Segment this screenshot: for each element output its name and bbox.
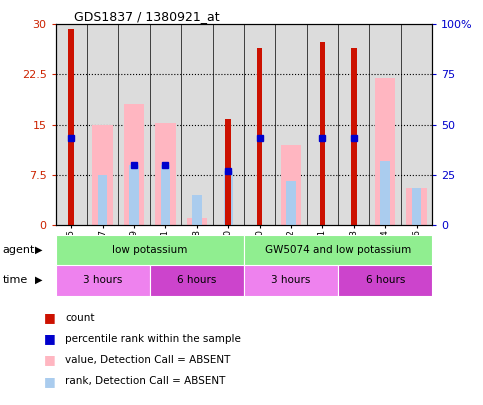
Bar bbox=[406, 188, 427, 225]
Bar bbox=[129, 164, 139, 225]
Bar bbox=[244, 235, 432, 265]
Bar bbox=[161, 164, 170, 225]
Bar bbox=[124, 104, 144, 225]
Bar bbox=[226, 119, 231, 225]
Text: 3 hours: 3 hours bbox=[83, 275, 122, 286]
Text: GW5074 and low potassium: GW5074 and low potassium bbox=[265, 245, 411, 255]
Bar bbox=[320, 42, 325, 225]
Text: ▶: ▶ bbox=[35, 245, 43, 255]
Text: agent: agent bbox=[2, 245, 35, 255]
Text: ▶: ▶ bbox=[35, 275, 43, 285]
Bar bbox=[412, 188, 421, 225]
Text: ■: ■ bbox=[43, 311, 55, 324]
Bar bbox=[286, 181, 296, 225]
Text: 3 hours: 3 hours bbox=[271, 275, 311, 286]
Text: ■: ■ bbox=[43, 333, 55, 345]
Bar bbox=[224, 171, 233, 225]
Bar bbox=[375, 78, 396, 225]
Bar bbox=[150, 265, 244, 296]
Bar bbox=[281, 145, 301, 225]
Bar bbox=[186, 218, 207, 225]
Bar bbox=[56, 235, 244, 265]
Bar bbox=[92, 125, 113, 225]
Text: ■: ■ bbox=[43, 354, 55, 367]
Bar bbox=[155, 123, 176, 225]
Text: 6 hours: 6 hours bbox=[177, 275, 216, 286]
Bar bbox=[98, 175, 107, 225]
Bar bbox=[381, 161, 390, 225]
Text: rank, Detection Call = ABSENT: rank, Detection Call = ABSENT bbox=[65, 376, 226, 386]
Bar bbox=[351, 48, 356, 225]
Text: GDS1837 / 1380921_at: GDS1837 / 1380921_at bbox=[74, 10, 220, 23]
Bar bbox=[257, 48, 262, 225]
Text: value, Detection Call = ABSENT: value, Detection Call = ABSENT bbox=[65, 355, 230, 365]
Text: time: time bbox=[2, 275, 28, 285]
Text: count: count bbox=[65, 313, 95, 323]
Bar bbox=[338, 265, 432, 296]
Text: 6 hours: 6 hours bbox=[366, 275, 405, 286]
Text: ■: ■ bbox=[43, 375, 55, 388]
Text: low potassium: low potassium bbox=[112, 245, 187, 255]
Bar bbox=[69, 29, 74, 225]
Bar bbox=[244, 265, 338, 296]
Bar bbox=[192, 195, 201, 225]
Bar bbox=[56, 265, 150, 296]
Text: percentile rank within the sample: percentile rank within the sample bbox=[65, 334, 241, 344]
